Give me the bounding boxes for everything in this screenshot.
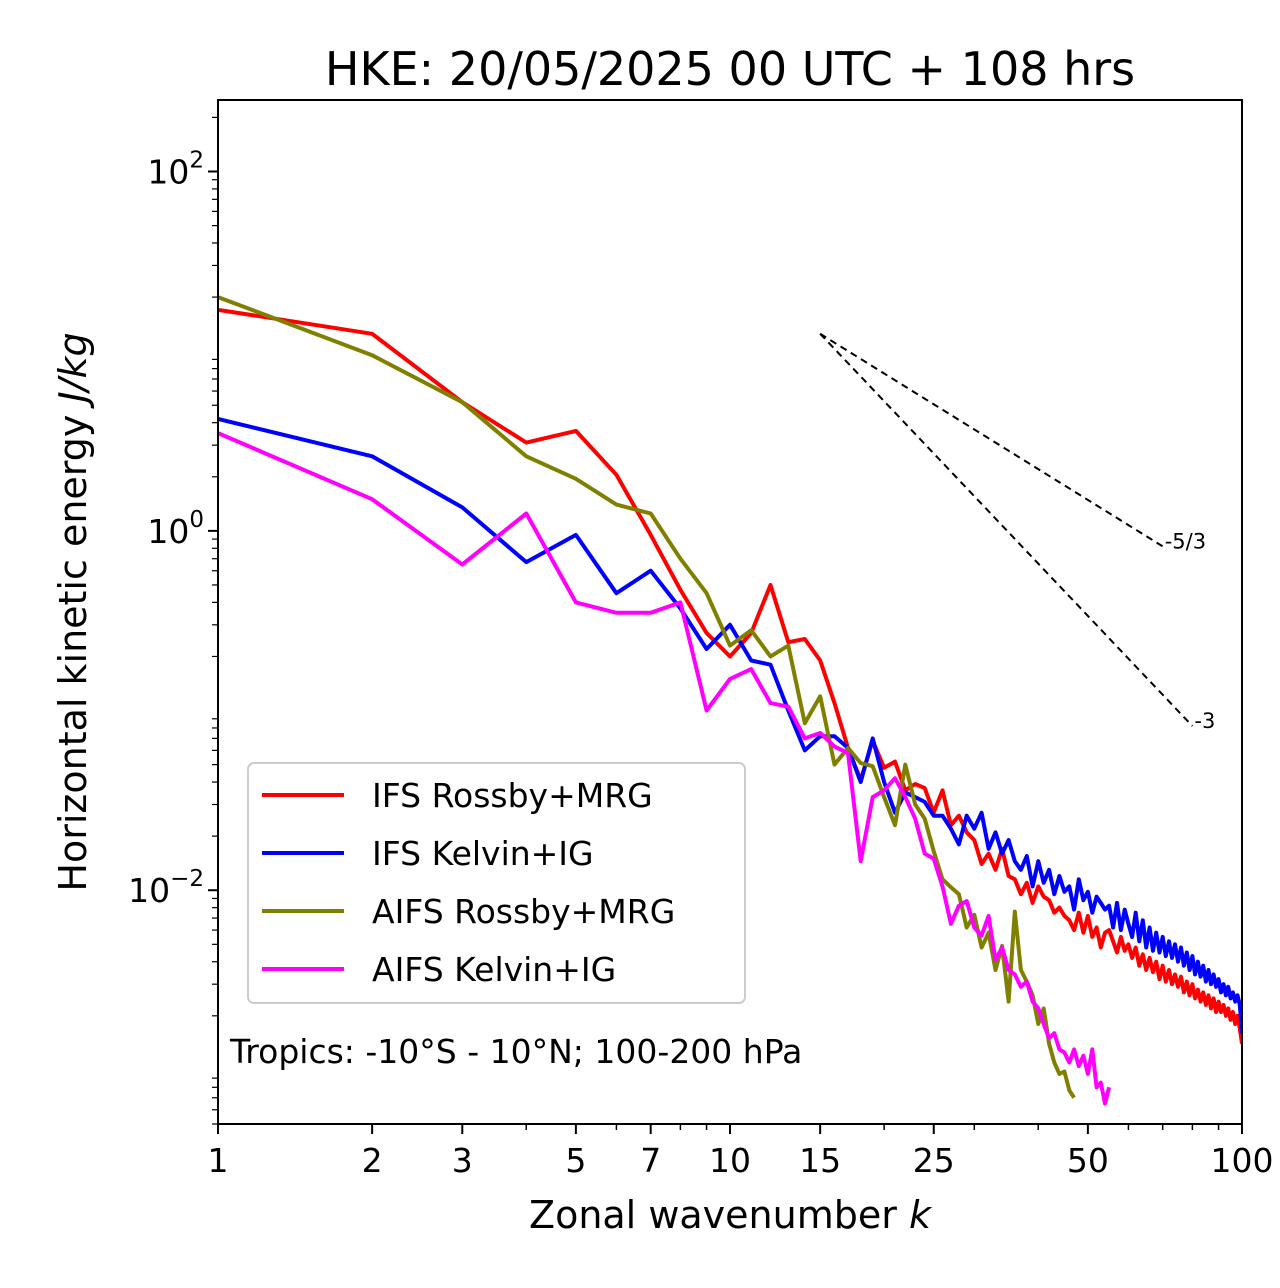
y-tick-label: 100: [147, 507, 204, 551]
series-line-ifs-kelvin-ig: [218, 416, 1242, 1034]
y-axis-label: Horizontal kinetic energy J/kg: [51, 332, 95, 891]
x-tick-label: 5: [565, 1141, 586, 1180]
region-annotation: Tropics: -10°S - 10°N; 100-200 hPa: [229, 1032, 802, 1071]
series-lines: [218, 295, 1242, 1106]
x-tick-label: 3: [452, 1141, 473, 1180]
legend-label-aifs-kelvin-ig: AIFS Kelvin+IG: [372, 950, 616, 989]
reference-slopes: -5/3 -3: [819, 332, 1215, 733]
y-tick-label: 102: [147, 148, 204, 192]
legend-label-ifs-kelvin-ig: IFS Kelvin+IG: [372, 834, 594, 873]
y-tick-label: 10−2: [128, 866, 204, 910]
reference-slope-label: -3: [1194, 709, 1215, 733]
reference-slope-label: -5/3: [1165, 529, 1206, 553]
x-tick-label: 2: [362, 1141, 383, 1180]
x-tick-label: 10: [709, 1141, 751, 1180]
legend-label-aifs-rossby-mrg: AIFS Rossby+MRG: [372, 892, 675, 931]
x-axis-label: Zonal wavenumber k: [529, 1193, 933, 1237]
x-tick-label: 100: [1211, 1141, 1274, 1180]
series-line-aifs-kelvin-ig: [218, 431, 1112, 1106]
legend-label-ifs-rossby-mrg: IFS Rossby+MRG: [372, 776, 653, 815]
x-tick-label: 7: [640, 1141, 661, 1180]
x-tick-label: 1: [208, 1141, 229, 1180]
reference-slope-line: [819, 333, 1194, 727]
chart-title: HKE: 20/05/2025 00 UTC + 108 hrs: [325, 42, 1135, 96]
legend-box: [247, 762, 746, 1004]
x-tick-label: 25: [913, 1141, 955, 1180]
legend: IFS Rossby+MRG IFS Kelvin+IG AIFS Rossby+M…: [247, 762, 746, 1004]
x-tick-label: 50: [1067, 1141, 1109, 1180]
reference-slope-line: [819, 332, 1164, 548]
x-tick-label: 15: [799, 1141, 841, 1180]
axis-ticks: 1 2 3 5 7 10 15 25 50 100 10−2 100 102: [128, 116, 1274, 1180]
plot-frame: [217, 99, 1243, 1125]
